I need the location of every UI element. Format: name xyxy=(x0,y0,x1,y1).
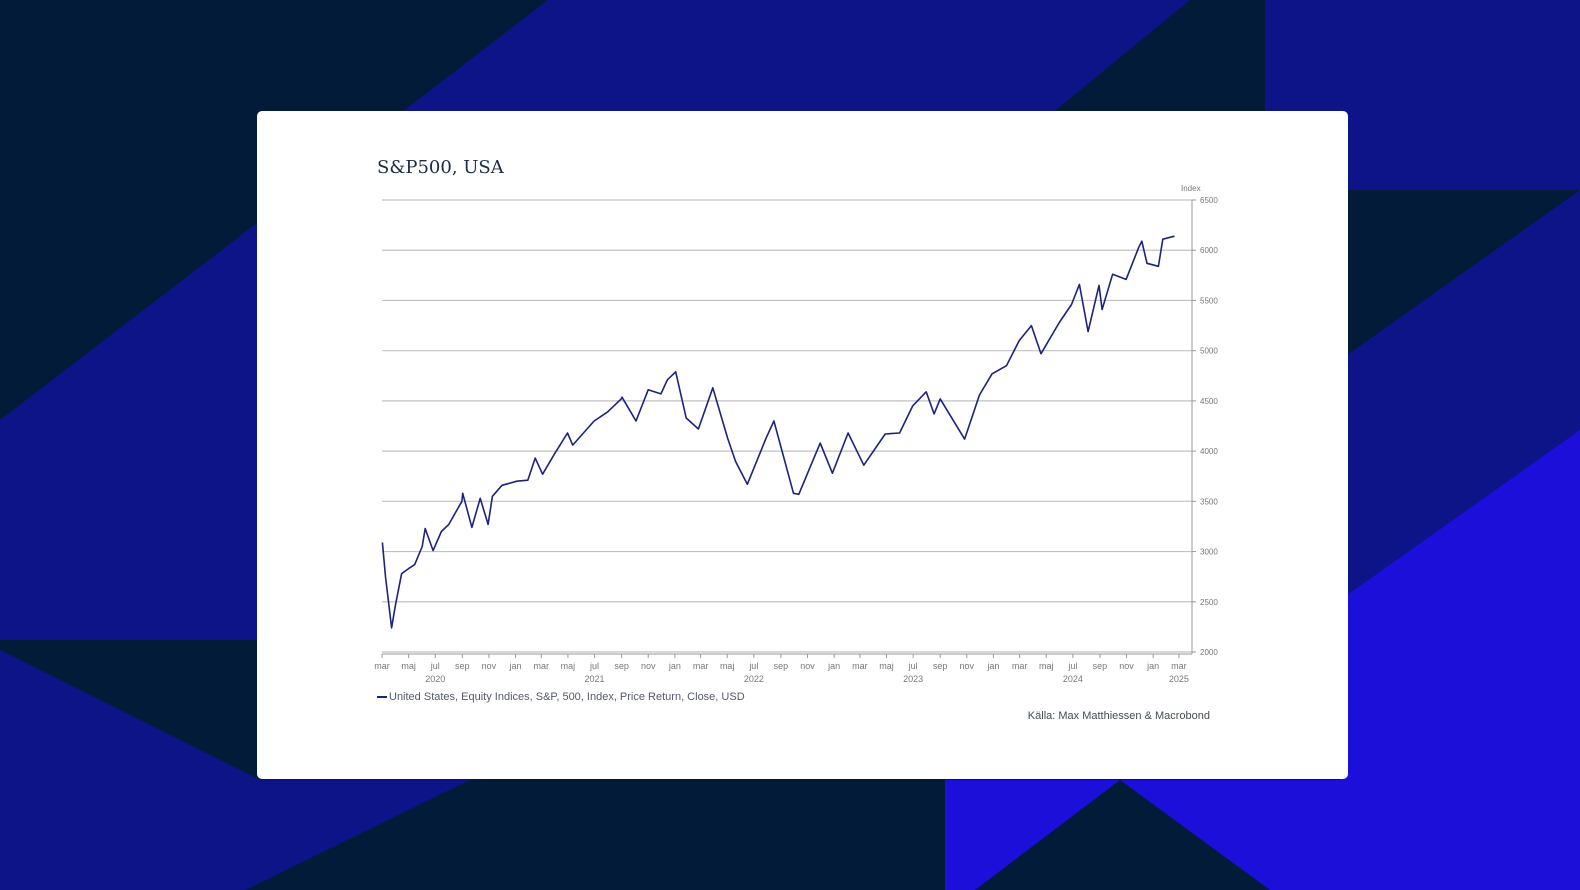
x-tick-label: nov xyxy=(641,661,656,671)
x-tick-label: nov xyxy=(482,661,497,671)
x-tick-label: nov xyxy=(1119,661,1134,671)
diagonal-band xyxy=(1120,430,1580,890)
grid-lines xyxy=(382,199,1192,653)
x-tick-label: maj xyxy=(561,661,576,671)
x-tick-label: jan xyxy=(827,661,840,671)
x-tick-label: nov xyxy=(800,661,815,671)
x-year-label: 2023 xyxy=(903,674,923,684)
y-tick-label: 5000 xyxy=(1200,347,1218,356)
x-tick-label: jul xyxy=(589,661,599,671)
y-tick-label: 6500 xyxy=(1200,196,1218,205)
legend-label: United States, Equity Indices, S&P, 500,… xyxy=(389,691,745,703)
x-tick-label: sep xyxy=(1093,661,1108,671)
diagonal-band xyxy=(945,780,1120,890)
y-tick-label: 5500 xyxy=(1200,296,1218,305)
series-layer xyxy=(381,235,1175,629)
x-tick-label: mar xyxy=(534,661,550,671)
x-year-label: 2024 xyxy=(1063,674,1083,684)
x-tick-label: jul xyxy=(1067,661,1077,671)
legend: United States, Equity Indices, S&P, 500,… xyxy=(377,691,745,703)
x-tick-label: sep xyxy=(455,661,470,671)
x-tick-label: mar xyxy=(693,661,709,671)
y-tick-label: 4000 xyxy=(1200,447,1218,456)
x-year-label: 2022 xyxy=(744,674,764,684)
x-tick-label: jan xyxy=(1146,661,1159,671)
x-tick-label: jan xyxy=(986,661,999,671)
y-tick-label: 2000 xyxy=(1200,648,1218,657)
x-tick-label: mar xyxy=(374,661,390,671)
series-line xyxy=(381,235,1175,629)
x-tick-label: maj xyxy=(1039,661,1054,671)
x-tick-label: sep xyxy=(933,661,948,671)
y-tick-label: 4500 xyxy=(1200,397,1218,406)
legend-swatch xyxy=(377,696,387,698)
x-year-label: 2025 xyxy=(1169,674,1189,684)
x-tick-label: mar xyxy=(852,661,868,671)
axes: 2000 2500 3000 3500 4000 4500 5000 5500 6000 6500… xyxy=(374,184,1218,684)
x-tick-label: maj xyxy=(879,661,894,671)
x-tick-label: mar xyxy=(1171,661,1187,671)
x-year-label: 2020 xyxy=(425,674,445,684)
y-tick-label: 6000 xyxy=(1200,246,1218,255)
diagonal-band xyxy=(0,650,470,890)
y-tick-label: 3000 xyxy=(1200,548,1218,557)
diagonal-band xyxy=(1340,190,1580,600)
x-tick-label: jan xyxy=(509,661,522,671)
x-tick-label: sep xyxy=(774,661,789,671)
chart-title: S&P500, USA xyxy=(377,157,504,178)
x-tick-label: maj xyxy=(720,661,735,671)
x-tick-label: jul xyxy=(430,661,440,671)
line-chart: 2000 2500 3000 3500 4000 4500 5000 5500 6000 6500… xyxy=(374,184,1218,684)
chart-card: S&P500, USA 2000 2500 3000 3500 4000 4500 5000… xyxy=(257,111,1348,779)
x-tick-label: jul xyxy=(908,661,918,671)
x-year-label: 2021 xyxy=(585,674,605,684)
x-tick-label: nov xyxy=(960,661,975,671)
x-tick-label: maj xyxy=(401,661,416,671)
y-tick-label: 2500 xyxy=(1200,598,1218,607)
y-axis-label: Index xyxy=(1181,184,1201,193)
x-tick-label: jul xyxy=(748,661,758,671)
y-tick-label: 3500 xyxy=(1200,497,1218,506)
source-note: Källa: Max Matthiessen & Macrobond xyxy=(1027,710,1210,722)
x-tick-label: sep xyxy=(614,661,629,671)
x-tick-label: jan xyxy=(668,661,681,671)
x-tick-label: mar xyxy=(1012,661,1028,671)
